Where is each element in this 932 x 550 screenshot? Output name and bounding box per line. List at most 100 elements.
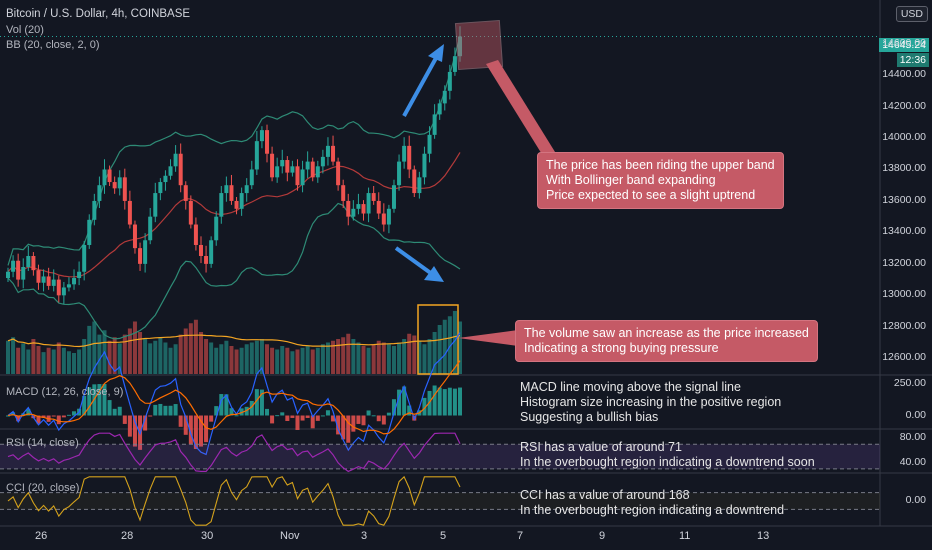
candle-body [66, 284, 71, 288]
volume-bar [82, 339, 87, 374]
macd-legend[interactable]: MACD (12, 26, close, 9) [6, 386, 124, 398]
volume-bar [6, 340, 10, 374]
volume-bar [209, 342, 214, 374]
macd-histogram-bar [341, 415, 346, 440]
candle-body [127, 200, 132, 225]
candle-body [107, 169, 112, 183]
candle-body [219, 193, 224, 217]
macd-histogram-bar [361, 415, 366, 426]
candle-body [122, 177, 127, 201]
volume-bar [26, 349, 31, 374]
volume-bar [254, 340, 259, 374]
volume-bar [427, 339, 432, 374]
time-tick-label: 7 [517, 530, 524, 542]
macd-histogram-bar [117, 406, 122, 416]
volume-bar [234, 349, 239, 374]
macd-histogram-bar [310, 415, 315, 429]
volume-bar [138, 332, 143, 374]
macd-histogram-bar [290, 415, 295, 418]
cci-legend[interactable]: CCI (20, close) [6, 482, 80, 494]
volume-bar [366, 347, 371, 374]
macd-histogram-bar [188, 415, 193, 445]
price-tick-label: 12800.00 [882, 319, 926, 332]
candle-body [280, 160, 285, 167]
volume-legend[interactable]: Vol (20) [6, 24, 44, 36]
candle-body [341, 185, 346, 201]
macd-histogram-bar [168, 405, 173, 416]
volume-bar [92, 321, 97, 374]
macd-histogram-bar [442, 389, 447, 416]
volume-bar [442, 319, 447, 374]
volume-bar [447, 316, 452, 374]
time-tick-label: 5 [440, 530, 447, 542]
volume-bar [376, 340, 381, 374]
macd-histogram-bar [82, 395, 87, 416]
candle-body [6, 271, 10, 279]
volume-bar [432, 332, 437, 374]
macd-histogram-bar [97, 384, 102, 416]
price-tick-label: 13200.00 [882, 256, 926, 269]
macd-histogram-bar [331, 415, 336, 422]
candle-body [361, 204, 366, 214]
time-tick-label: 30 [201, 530, 214, 542]
rsi-legend[interactable]: RSI (14, close) [6, 437, 79, 449]
cci-tick-label: 0.00 [905, 494, 926, 506]
candle-body [447, 71, 452, 91]
volume-bar [346, 333, 351, 374]
volume-annotation-line: Indicating a strong buying pressure [524, 341, 719, 355]
candle-body [290, 166, 295, 173]
candle-body [46, 276, 51, 286]
volume-bar [275, 349, 280, 374]
price-tick-label: 13800.00 [882, 162, 926, 175]
macd-histogram-bar [132, 415, 137, 447]
candle-body [26, 256, 31, 268]
macd-histogram-bar [173, 404, 178, 416]
time-tick-label: 11 [679, 530, 691, 542]
macd-histogram-bar [320, 415, 325, 417]
macd-histogram-bar [402, 386, 407, 416]
time-tick-label: 13 [757, 530, 770, 542]
candle-body [310, 161, 315, 178]
macd-histogram-bar [234, 415, 239, 417]
macd-tick-label: 0.00 [905, 408, 926, 421]
volume-bar [458, 321, 462, 374]
macd-annotation-line: Suggesting a bullish bias [520, 410, 659, 424]
macd-histogram-bar [259, 389, 264, 416]
macd-histogram-bar [72, 411, 77, 416]
candle-body [102, 169, 107, 186]
macd-histogram-bar [87, 387, 92, 416]
volume-bar [11, 337, 16, 374]
volume-bar [290, 351, 295, 374]
volume-bar [249, 342, 254, 374]
candle-body [158, 182, 163, 194]
bollinger-legend[interactable]: BB (20, close, 2, 0) [6, 39, 100, 51]
volume-bar [117, 343, 122, 374]
macd-histogram-bar [249, 400, 254, 416]
macd-histogram-bar [143, 415, 148, 431]
macd-histogram-bar [336, 415, 341, 435]
volume-bar [305, 346, 310, 374]
volume-bar [66, 351, 71, 374]
macd-tick-label: 250.00 [893, 377, 926, 390]
macd-histogram-bar [36, 415, 41, 424]
symbol-title: Bitcoin / U.S. Dollar, 4h, COINBASE [6, 8, 191, 20]
macd-histogram-bar [371, 415, 376, 417]
candle-body [163, 175, 168, 183]
candle-body [351, 208, 356, 217]
volume-bar [315, 347, 320, 374]
candle-body [397, 161, 402, 186]
candle-body [417, 177, 422, 194]
cci-band-fill [0, 492, 880, 510]
candle-body [336, 161, 341, 186]
volume-bar [173, 344, 178, 374]
highlight-volume-box [417, 304, 459, 375]
price-tick-label: 13400.00 [882, 225, 926, 238]
volume-bar [77, 349, 82, 374]
macd-histogram-bar [219, 394, 224, 416]
macd-histogram-bar [427, 390, 432, 416]
volume-bar [259, 339, 264, 374]
currency-button[interactable]: USD [895, 6, 928, 22]
volume-bar [122, 334, 127, 374]
candle-body [402, 145, 407, 162]
candle-body [295, 166, 300, 186]
